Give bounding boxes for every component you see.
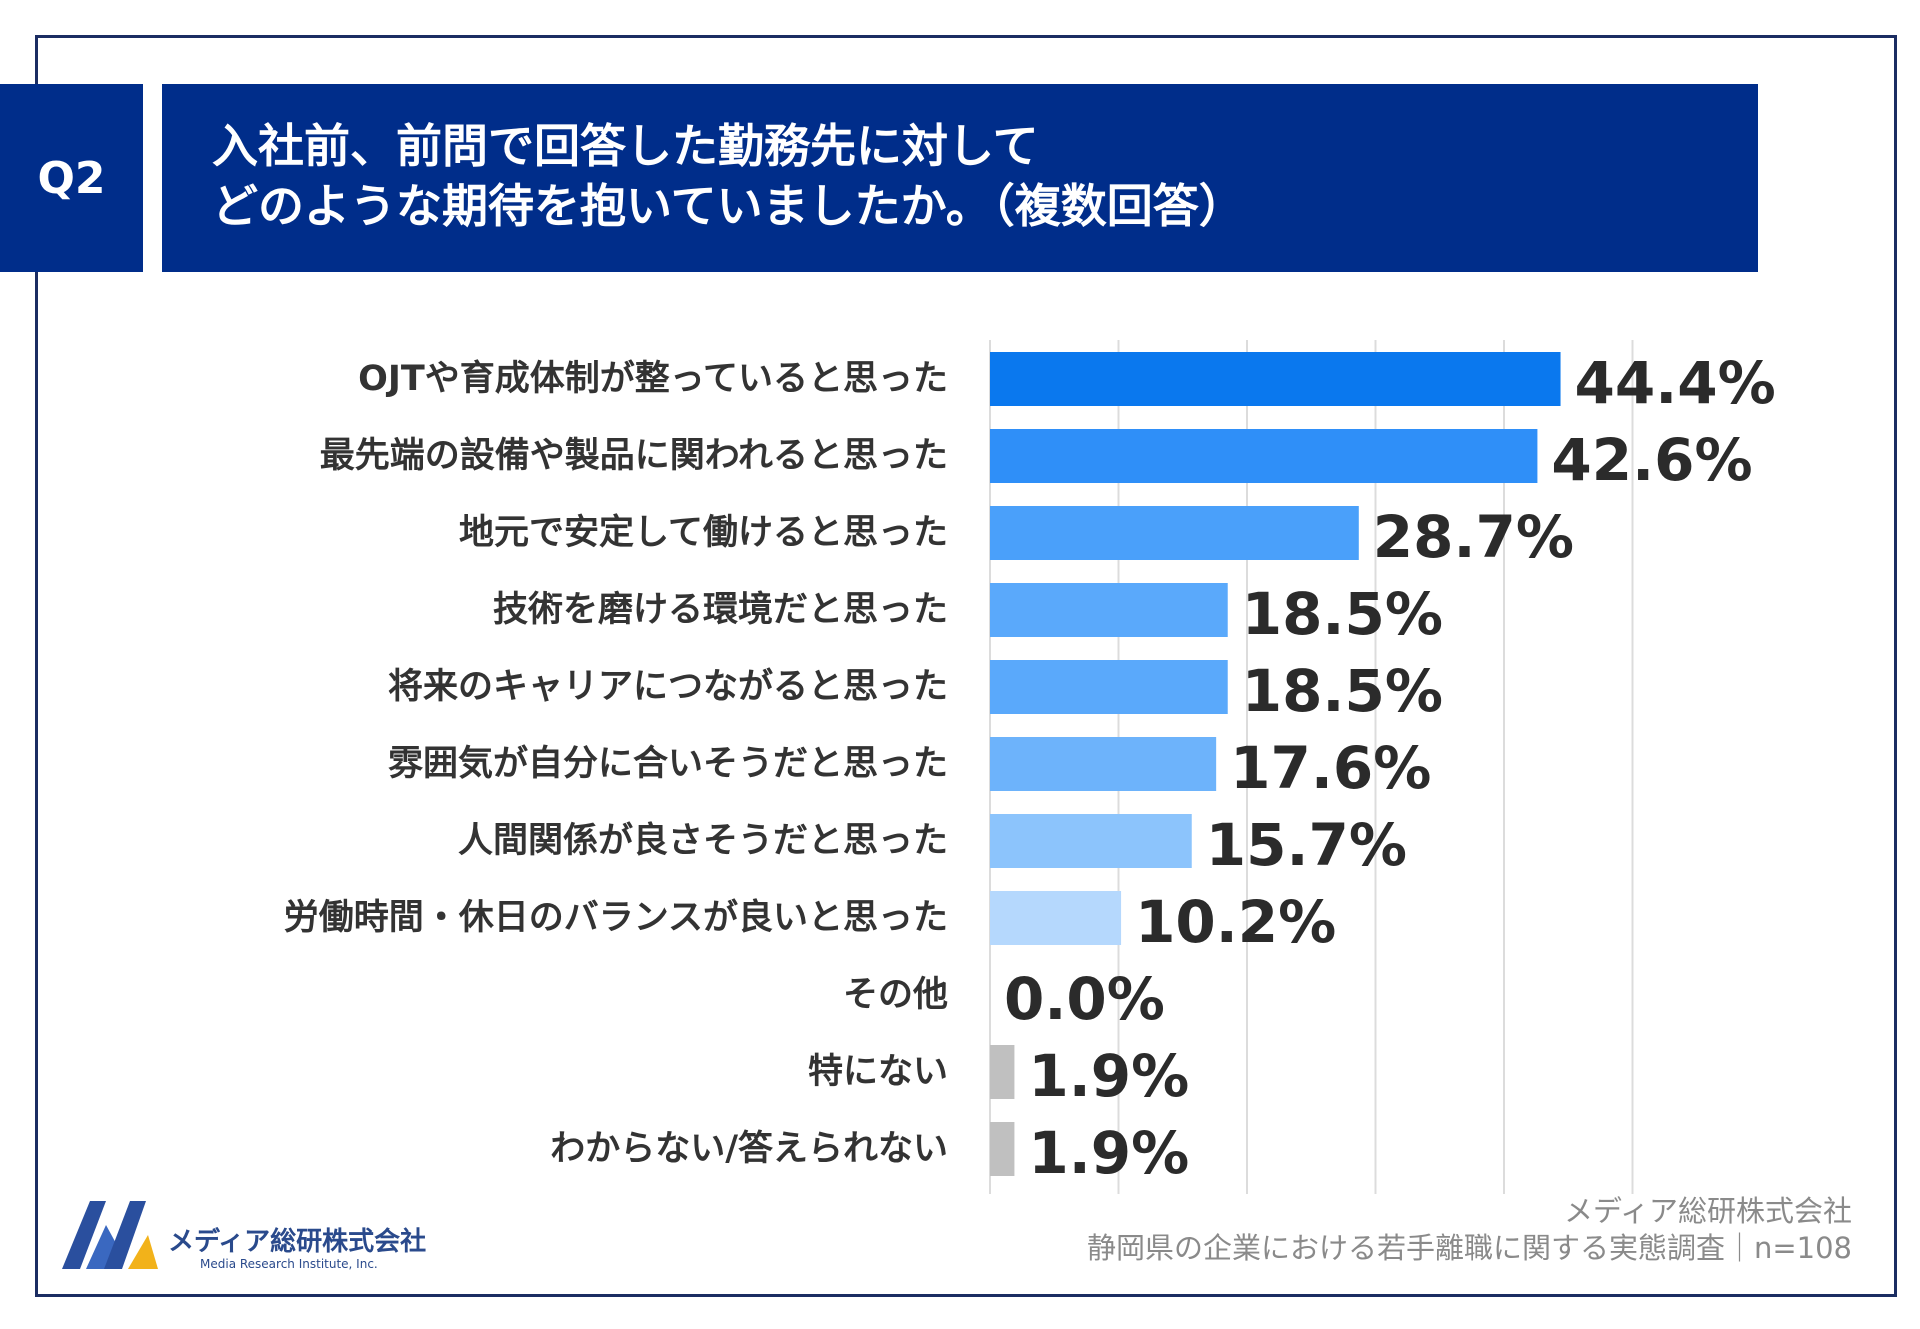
value-label: 18.5% xyxy=(1242,657,1443,725)
bar xyxy=(990,506,1359,560)
bar xyxy=(990,429,1538,483)
source-company: メディア総研株式会社 xyxy=(1564,1194,1852,1228)
category-label: 雰囲気が自分に合いそうだと思った xyxy=(388,744,948,784)
value-label: 10.2% xyxy=(1135,888,1336,956)
question-banner: 入社前、前問で回答した勤務先に対して どのような期待を抱いていましたか。（複数回… xyxy=(162,84,1758,272)
bar xyxy=(990,660,1228,714)
figure-frame xyxy=(35,35,1897,1297)
company-logo: メディア総研株式会社 Media Research Institute, Inc… xyxy=(60,1195,426,1275)
category-label: 人間関係が良さそうだと思った xyxy=(458,821,948,861)
question-line-1: 入社前、前問で回答した勤務先に対して xyxy=(212,119,1039,173)
category-label: 技術を磨ける環境だと思った xyxy=(493,590,948,630)
category-label: 地元で安定して働けると思った xyxy=(459,513,948,553)
bar xyxy=(990,814,1192,868)
value-label: 1.9% xyxy=(1028,1119,1189,1187)
bar xyxy=(990,737,1217,791)
value-label: 15.7% xyxy=(1206,811,1407,879)
value-label: 28.7% xyxy=(1373,503,1574,571)
value-label: 0.0% xyxy=(1004,965,1165,1033)
bar xyxy=(990,1045,1015,1099)
bar xyxy=(990,1122,1015,1176)
category-label: 労働時間・休日のバランスが良いと思った xyxy=(284,898,948,938)
bar xyxy=(990,891,1122,945)
category-label: 将来のキャリアにつながると思った xyxy=(388,667,948,707)
source-survey: 静岡県の企業における若手離職に関する実態調査｜n=108 xyxy=(1086,1231,1852,1265)
category-label: 特にない xyxy=(808,1052,948,1092)
question-number: Q2 xyxy=(37,152,106,204)
category-label: その他 xyxy=(843,975,948,1015)
logo-company-name: メディア総研株式会社 xyxy=(168,1227,427,1257)
question-number-tab: Q2 xyxy=(0,84,143,272)
question-line-2: どのような期待を抱いていましたか。（複数回答） xyxy=(212,179,1245,233)
value-label: 44.4% xyxy=(1575,349,1776,417)
category-label: 最先端の設備や製品に関われると思った xyxy=(320,436,948,476)
category-label: わからない/答えられない xyxy=(550,1129,948,1169)
source-note: メディア総研株式会社 静岡県の企業における若手離職に関する実態調査｜n=108 xyxy=(1087,1193,1852,1267)
bar xyxy=(990,352,1561,406)
logo-mark-icon xyxy=(62,1201,158,1269)
bar xyxy=(990,583,1228,637)
category-label: OJTや育成体制が整っていると思った xyxy=(358,359,948,399)
logo-company-subtitle: Media Research Institute, Inc. xyxy=(200,1257,378,1271)
value-label: 17.6% xyxy=(1230,734,1431,802)
value-label: 1.9% xyxy=(1028,1042,1189,1110)
value-label: 42.6% xyxy=(1551,426,1752,494)
value-label: 18.5% xyxy=(1242,580,1443,648)
